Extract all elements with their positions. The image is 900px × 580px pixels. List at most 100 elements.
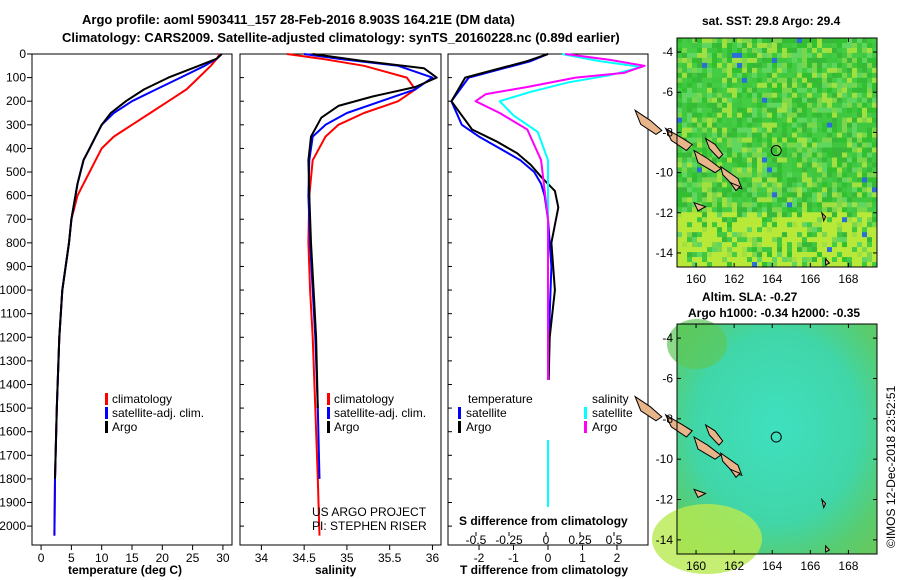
sst-cell — [867, 152, 873, 158]
sst-cell — [727, 62, 733, 69]
difference-legend: temperature satellite Argo salinity sate… — [458, 392, 633, 434]
sst-cell — [747, 247, 753, 253]
sst-cell — [712, 72, 718, 79]
sst-cell — [737, 47, 743, 54]
sst-cell — [752, 202, 758, 208]
sst-cell — [857, 38, 863, 44]
sst-cell — [802, 102, 808, 108]
sst-cell — [832, 47, 838, 54]
legend-swatch-argo — [105, 421, 108, 433]
sst-cell — [752, 102, 758, 108]
sst-cell — [742, 167, 748, 173]
sst-cell — [732, 117, 738, 123]
sst-cell — [717, 107, 723, 113]
sst-cell — [677, 112, 683, 118]
sst-cell — [837, 102, 843, 108]
sst-cell — [852, 242, 858, 248]
sst-cell — [817, 142, 823, 148]
sst-cell — [802, 142, 808, 148]
sst-cell — [827, 77, 833, 84]
sst-cell — [817, 102, 823, 108]
sst-cell — [742, 57, 748, 64]
sst-cell — [787, 97, 793, 104]
sst-cell — [807, 92, 813, 99]
sst-cell — [812, 172, 818, 178]
sst-cell — [787, 257, 793, 263]
sst-cell — [827, 57, 833, 64]
sst-cell — [802, 187, 808, 193]
sst-cell — [762, 112, 768, 118]
sst-cell — [742, 212, 748, 218]
sst-cell — [687, 222, 693, 228]
sst-cell — [812, 202, 818, 208]
sst-cell — [807, 252, 813, 258]
sst-cell — [747, 237, 753, 243]
sst-cell — [807, 222, 813, 228]
sst-cell — [772, 237, 778, 243]
sst-cell — [722, 122, 728, 128]
sst-cell — [862, 62, 868, 69]
sst-cell — [822, 227, 828, 233]
sst-cell — [792, 192, 798, 198]
sst-cell — [852, 107, 858, 113]
sst-cell — [772, 142, 778, 148]
sst-cell — [782, 157, 788, 163]
legend-swatch-s-satellite — [584, 407, 587, 419]
sst-cell — [837, 67, 843, 74]
sst-cell — [722, 192, 728, 198]
sst-cell — [827, 187, 833, 193]
sst-cell — [687, 247, 693, 253]
sst-cell — [837, 122, 843, 128]
sst-cell — [732, 72, 738, 79]
map-lat-label: -8 — [662, 412, 673, 426]
sst-cell — [692, 242, 698, 248]
sst-cell — [682, 197, 688, 203]
sst-cell — [817, 127, 823, 133]
sst-cell — [812, 77, 818, 84]
sst-cell — [677, 127, 683, 133]
sst-cell — [827, 177, 833, 183]
sst-cell — [857, 227, 863, 233]
sst-cell — [802, 182, 808, 188]
sla-map-title: Altim. SLA: -0.27 — [702, 290, 798, 304]
sst-cell — [802, 72, 808, 79]
sst-cell — [732, 242, 738, 248]
sst-cell — [822, 242, 828, 248]
sst-cell — [832, 167, 838, 173]
sst-cell — [792, 227, 798, 233]
sst-cell — [857, 82, 863, 89]
sst-cell — [702, 187, 708, 193]
sst-cell — [867, 217, 873, 223]
sst-cell — [827, 252, 833, 258]
sst-cell — [762, 202, 768, 208]
sst-cell — [782, 102, 788, 108]
sst-cell — [717, 182, 723, 188]
sst-cell — [682, 162, 688, 168]
sst-cell — [722, 182, 728, 188]
sst-cell — [737, 172, 743, 178]
sst-cell — [677, 232, 683, 238]
sst-cell — [742, 137, 748, 143]
sst-cell — [852, 162, 858, 168]
sst-cell — [772, 52, 778, 59]
sst-cell — [682, 222, 688, 228]
sst-cell — [772, 147, 778, 153]
sst-cell — [817, 237, 823, 243]
sst-cell — [707, 112, 713, 118]
sst-cell — [852, 62, 858, 69]
legend-label-argo: Argo — [334, 420, 360, 434]
legend-title-temperature: temperature — [468, 392, 533, 406]
sst-cell — [797, 87, 803, 94]
sst-cell — [867, 187, 873, 193]
sst-cell — [807, 172, 813, 178]
sst-cell — [792, 77, 798, 84]
sst-cell — [712, 157, 718, 163]
sst-cell — [702, 222, 708, 228]
salinity-xlabel: salinity — [315, 563, 357, 577]
sst-cell — [777, 112, 783, 118]
sst-cell — [777, 102, 783, 108]
sst-cell — [707, 47, 713, 54]
sst-cell — [867, 52, 873, 59]
sst-cell — [857, 147, 863, 153]
legend-label-s-argo: Argo — [592, 420, 618, 434]
